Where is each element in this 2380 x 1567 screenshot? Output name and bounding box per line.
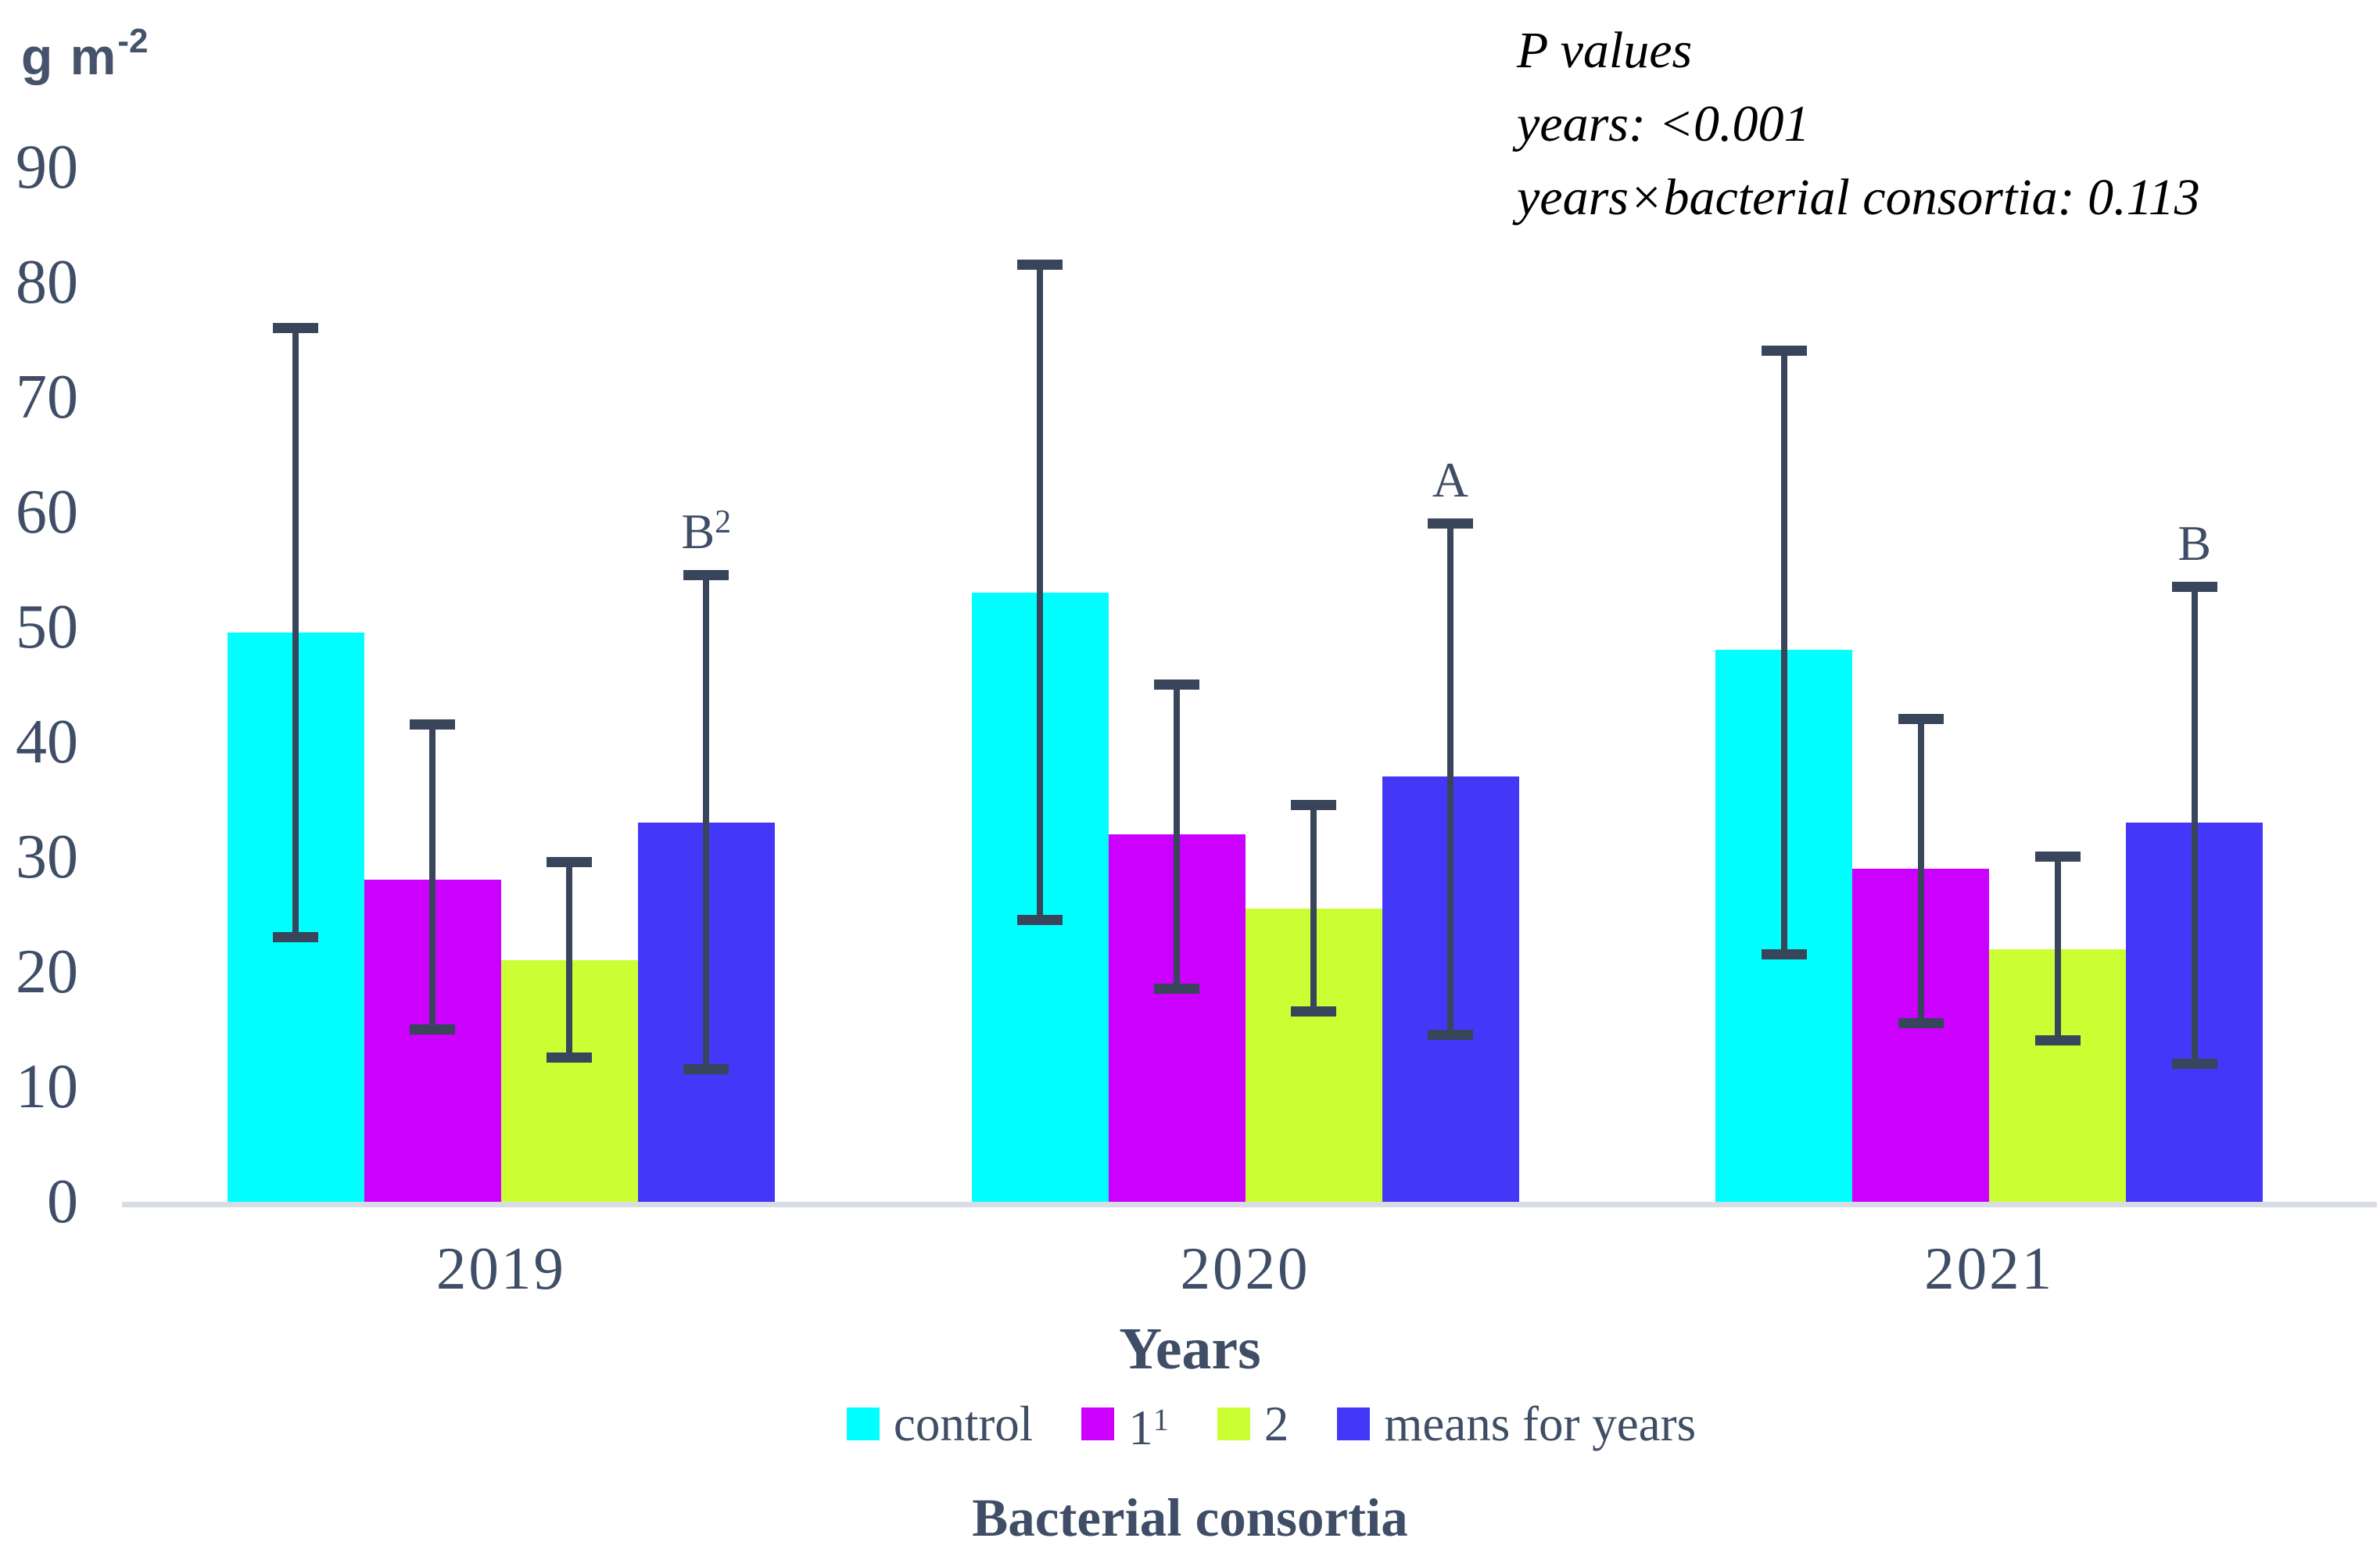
y-tick-label: 30 — [16, 823, 78, 891]
p-values-interaction-line: years×bacterial consortia: 0.113 — [1517, 169, 2200, 226]
error-bar-cap-top — [1428, 518, 1473, 529]
significance-letter-2020: A — [1432, 451, 1469, 507]
legend-swatch-icon — [1081, 1407, 1115, 1440]
error-bar-cap-top — [683, 569, 729, 580]
error-bar-line — [1037, 264, 1043, 920]
x-category-label-2019: 2019 — [435, 1235, 566, 1302]
legend-label: means for years — [1384, 1396, 1697, 1451]
x-axis-line — [122, 1202, 2377, 1207]
significance-letter-2019: B2 — [681, 503, 732, 559]
legend-item-2: 2 — [1217, 1396, 1289, 1451]
x-category-label-2021: 2021 — [1924, 1235, 2055, 1302]
y-tick-label: 10 — [16, 1052, 78, 1121]
error-bar-cap-bottom — [2171, 1058, 2217, 1069]
plot-area: B2 A B — [129, 167, 2361, 1202]
legend-label: 11 — [1128, 1400, 1169, 1455]
error-bar-line — [2054, 857, 2061, 1042]
legend-item-means-for-years: means for years — [1337, 1396, 1697, 1451]
legend-swatch-icon — [846, 1407, 880, 1440]
legend-label: 2 — [1263, 1396, 1289, 1451]
error-bar-cap-bottom — [683, 1063, 729, 1074]
p-values-title: P values — [1517, 22, 1693, 79]
error-bar-cap-bottom — [273, 931, 319, 942]
error-bar-line — [1310, 805, 1317, 1013]
legend-item-1: 11 — [1081, 1395, 1169, 1453]
error-bar-line — [1447, 523, 1453, 1035]
y-tick-label: 80 — [16, 248, 78, 317]
error-bar-cap-top — [1898, 713, 1944, 724]
error-bar-cap-bottom — [1428, 1029, 1473, 1040]
error-bar-cap-top — [410, 719, 456, 730]
y-tick-label: 40 — [16, 708, 78, 776]
error-bar-line — [1780, 351, 1787, 955]
y-tick-label: 20 — [16, 938, 78, 1006]
significance-letter-2021: B — [2177, 515, 2211, 571]
error-bar-line — [429, 724, 436, 1030]
error-bar-line — [2191, 586, 2198, 1064]
legend-label: control — [893, 1396, 1034, 1451]
legend: control 11 2 means for years — [81, 1395, 2380, 1453]
error-bar-cap-top — [2034, 852, 2081, 862]
error-bar-cap-top — [1291, 799, 1336, 810]
error-bar-cap-top — [1154, 679, 1199, 690]
error-bar-line — [1174, 684, 1180, 990]
error-bar-cap-bottom — [1291, 1006, 1336, 1017]
x-axis-title: Years — [1119, 1316, 1261, 1382]
error-bar-line — [292, 328, 299, 938]
x-category-label-2020: 2020 — [1180, 1235, 1310, 1302]
group-axis-title: Bacterial consortia — [972, 1488, 1408, 1547]
error-bar-line — [566, 862, 573, 1059]
legend-swatch-icon — [1217, 1407, 1250, 1440]
unit-base: g m — [21, 27, 118, 85]
error-bar-cap-bottom — [547, 1052, 593, 1063]
error-bar-cap-top — [1761, 346, 1807, 357]
error-bar-line — [703, 575, 710, 1070]
y-tick-label: 90 — [16, 133, 78, 202]
p-values-years-line: years: <0.001 — [1517, 95, 1810, 152]
error-bar-cap-bottom — [410, 1024, 456, 1035]
error-bar-cap-bottom — [2034, 1035, 2081, 1046]
error-bar-cap-bottom — [1154, 984, 1199, 995]
p-values-note: P values years: <0.001 years×bacterial c… — [1517, 14, 2377, 235]
error-bar-cap-top — [273, 322, 319, 333]
error-bar-cap-top — [1017, 259, 1063, 270]
error-bar-line — [1917, 719, 1924, 1024]
error-bar-cap-bottom — [1898, 1018, 1944, 1029]
unit-superscript: -2 — [117, 22, 149, 60]
error-bar-cap-bottom — [1017, 914, 1063, 925]
y-axis-unit-label: g m-2 — [21, 22, 148, 86]
legend-item-control: control — [846, 1396, 1034, 1451]
error-bar-cap-top — [547, 857, 593, 868]
y-tick-label: 60 — [16, 478, 78, 547]
error-bar-cap-bottom — [1761, 948, 1807, 959]
legend-swatch-icon — [1337, 1407, 1371, 1440]
error-bar-cap-top — [2171, 581, 2217, 592]
y-tick-label: 50 — [16, 593, 78, 662]
y-tick-label: 0 — [47, 1167, 78, 1236]
y-tick-label: 70 — [16, 363, 78, 432]
